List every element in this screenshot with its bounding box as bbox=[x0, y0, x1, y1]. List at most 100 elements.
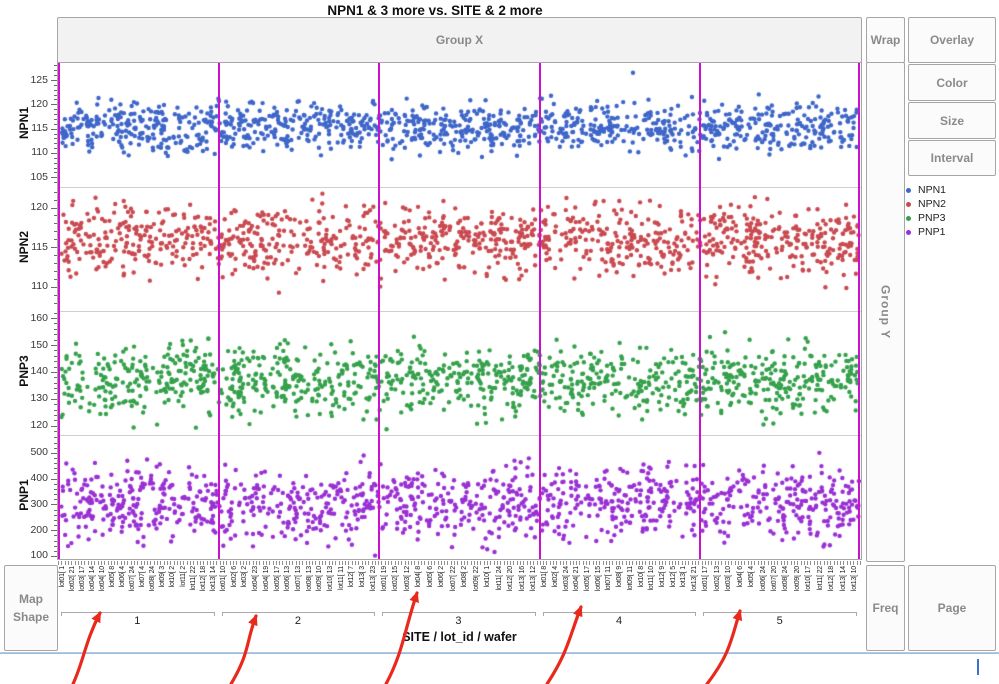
x-tick-mark bbox=[635, 561, 637, 565]
x-tick-label: lot13[ 3 bbox=[359, 566, 367, 588]
x-tick-label: lot13[ 16 bbox=[518, 566, 526, 592]
group-x-drop-zone[interactable]: Group X bbox=[57, 17, 862, 63]
x-tick-mark bbox=[803, 561, 805, 565]
x-tick-label: lot11[ 22 bbox=[189, 566, 197, 591]
x-tick-mark bbox=[836, 561, 838, 565]
x-tick-mark bbox=[490, 561, 492, 565]
x-tick-label: lot12[ 5 bbox=[669, 566, 677, 588]
x-tick-mark bbox=[213, 561, 215, 565]
x-tick-mark bbox=[269, 561, 271, 565]
x-tick-label: lot04[ 19 bbox=[262, 566, 270, 592]
legend-item-npn1[interactable]: NPN1 bbox=[898, 183, 998, 197]
y-tick-label: 300 bbox=[30, 497, 48, 510]
y-tick-mark bbox=[54, 409, 57, 411]
x-tick-mark bbox=[675, 561, 677, 565]
y-tick-label: 200 bbox=[30, 523, 48, 536]
x-tick-mark bbox=[190, 561, 191, 565]
x-tick-mark bbox=[199, 561, 201, 565]
y-tick-mark bbox=[54, 239, 57, 241]
interval-drop-zone[interactable]: Interval bbox=[908, 140, 996, 176]
y-tick-mark bbox=[51, 80, 57, 81]
freq-drop-zone[interactable]: Freq bbox=[866, 565, 905, 651]
x-tick-mark bbox=[391, 561, 393, 565]
y-tick-mark bbox=[54, 431, 57, 432]
x-tick-mark bbox=[127, 561, 129, 565]
legend-item-pnp3[interactable]: PNP3 bbox=[898, 211, 998, 225]
y-tick-mark bbox=[51, 478, 57, 480]
x-tick-mark bbox=[671, 561, 673, 565]
x-tick-label: lot10[ 8 bbox=[637, 566, 645, 588]
group-y-drop-zone[interactable]: Group Y bbox=[866, 62, 905, 562]
y-tick-label: 110 bbox=[31, 146, 48, 159]
page-drop-zone[interactable]: Page bbox=[908, 565, 996, 651]
x-tick-mark bbox=[58, 561, 59, 565]
y-tick-mark bbox=[51, 247, 57, 249]
x-tick-mark bbox=[176, 561, 178, 565]
y-tick-mark bbox=[54, 519, 57, 521]
group-separator-line bbox=[58, 63, 60, 559]
x-tick-mark bbox=[652, 561, 653, 565]
x-tick-mark bbox=[447, 561, 449, 565]
x-tick-mark bbox=[355, 561, 356, 565]
x-tick-mark bbox=[256, 561, 257, 565]
site-group-bracket bbox=[703, 612, 857, 616]
y-tick-label: 115 bbox=[31, 240, 48, 253]
site-group-label: 4 bbox=[616, 615, 623, 627]
y-tick-mark bbox=[54, 94, 57, 96]
x-tick-mark bbox=[520, 561, 521, 565]
color-drop-zone[interactable]: Color bbox=[908, 64, 996, 101]
plot-area[interactable] bbox=[57, 62, 862, 560]
x-tick-mark bbox=[318, 561, 320, 565]
x-tick-label: lot01[ 17 bbox=[702, 566, 710, 592]
y-tick-mark bbox=[54, 182, 57, 184]
overlay-drop-zone[interactable]: Overlay bbox=[908, 17, 996, 63]
x-tick-label: lot13[ 10 bbox=[851, 566, 859, 592]
x-tick-mark bbox=[526, 561, 528, 565]
y-tick-mark bbox=[51, 530, 57, 532]
x-tick-label: lot06[ 15 bbox=[594, 566, 602, 592]
legend-item-pnp1[interactable]: PNP1 bbox=[898, 225, 998, 239]
x-tick-mark bbox=[140, 561, 142, 565]
x-tick-mark bbox=[249, 561, 251, 565]
x-tick-label: lot08[ 13 bbox=[305, 566, 313, 592]
legend-dot-icon bbox=[906, 229, 911, 235]
text-cursor-artifact bbox=[977, 659, 979, 675]
wrap-label: Wrap bbox=[870, 33, 901, 47]
x-tick-label: lot09[ 10 bbox=[316, 566, 324, 592]
x-tick-mark bbox=[800, 561, 802, 565]
x-tick-mark bbox=[760, 561, 762, 565]
x-tick-mark bbox=[463, 561, 465, 565]
freq-label: Freq bbox=[872, 601, 899, 615]
x-tick-mark bbox=[622, 561, 624, 565]
wrap-drop-zone[interactable]: Wrap bbox=[866, 17, 905, 63]
x-tick-mark bbox=[434, 561, 436, 565]
x-tick-label: lot13[ 12 bbox=[530, 566, 538, 592]
x-tick-label: lot12[ 18 bbox=[828, 566, 836, 592]
x-tick-mark bbox=[460, 561, 462, 565]
x-tick-mark bbox=[180, 561, 182, 565]
y-tick-mark bbox=[54, 535, 57, 537]
x-tick-label: lot07[ 13 bbox=[294, 566, 302, 592]
x-tick-mark bbox=[711, 561, 713, 565]
x-tick-mark bbox=[74, 561, 76, 565]
y-tick-label: 100 bbox=[30, 549, 48, 562]
x-tick-mark bbox=[341, 561, 343, 565]
x-tick-mark bbox=[114, 561, 116, 565]
x-tick-mark bbox=[483, 561, 485, 565]
size-drop-zone[interactable]: Size bbox=[908, 102, 996, 139]
x-tick-mark bbox=[338, 561, 340, 565]
map-shape-drop-zone[interactable]: Map Shape bbox=[4, 565, 58, 651]
legend-item-npn2[interactable]: NPN2 bbox=[898, 197, 998, 211]
x-tick-label: lot09[ 20 bbox=[793, 566, 801, 592]
x-tick-mark bbox=[853, 561, 855, 565]
y-tick-mark bbox=[54, 223, 57, 225]
y-tick-mark bbox=[54, 123, 57, 125]
x-tick-mark bbox=[196, 561, 198, 565]
y-tick-mark bbox=[51, 555, 57, 557]
x-tick-mark bbox=[698, 561, 700, 565]
x-tick-mark bbox=[731, 561, 733, 565]
x-tick-label: lot07[ 22 bbox=[449, 566, 457, 592]
y-tick-mark bbox=[54, 294, 57, 296]
x-tick-mark bbox=[500, 561, 502, 565]
site-group-bracket bbox=[61, 612, 215, 616]
